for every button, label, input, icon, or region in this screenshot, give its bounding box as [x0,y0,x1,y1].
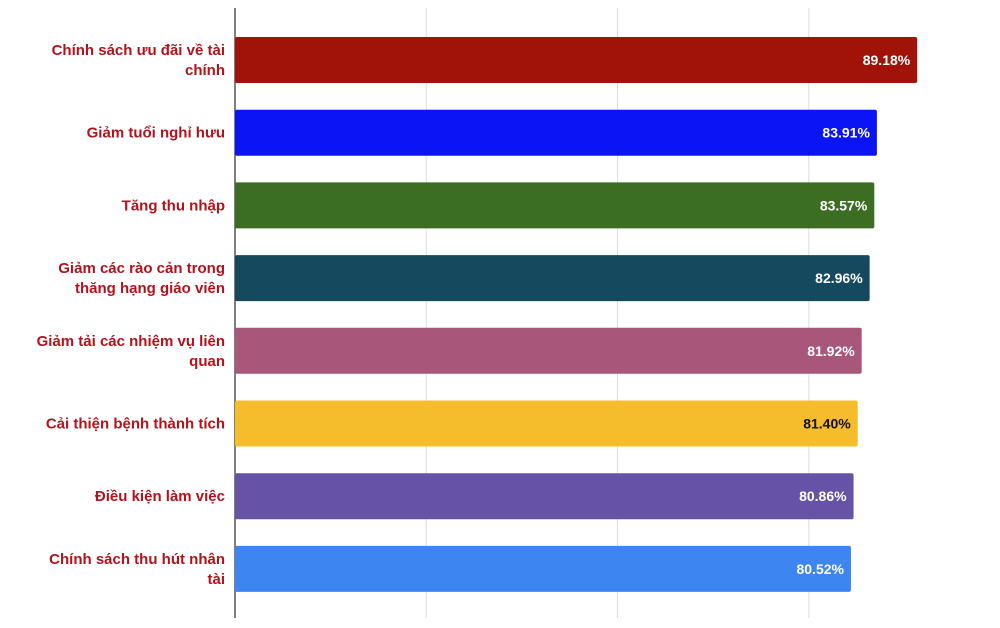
category-label: Giảm tuổi nghỉ hưu [87,125,225,142]
bar [235,255,870,302]
bar-value-label: 82.96% [815,270,863,286]
bar [235,327,862,374]
category-label: Điều kiện làm việc [95,488,225,505]
bars [235,37,918,592]
category-label: Cải thiện bệnh thành tích [46,416,225,433]
bar [235,182,875,229]
value-labels: 89.18% 83.91% 83.57% 82.96% 81.92% 81.40% 80.8… [796,52,910,577]
bar-value-label: 83.91% [822,125,870,141]
bar [235,473,854,520]
category-label: Giảm tải các nhiệm vụ liên quan [37,333,225,370]
category-label: Giảm các rào cản trong thăng hạng giáo vi… [58,260,225,297]
category-label: Tăng thu nhập [122,197,225,214]
bar [235,109,877,156]
bar [235,545,851,592]
bar-value-label: 83.57% [820,197,868,213]
category-label: Chính sách thu hút nhân tài [49,551,225,588]
bar-value-label: 80.52% [796,561,844,577]
category-label: Chính sách ưu đãi về tài chính [52,42,225,79]
bar [235,37,918,83]
bar-value-label: 89.18% [863,52,911,68]
bar [235,400,858,447]
gridlines [234,8,810,618]
bar-value-label: 80.86% [799,488,847,504]
bar-value-label: 81.40% [803,416,851,432]
category-labels: Chính sách ưu đãi về tài chính Giảm tuổi n… [37,42,225,588]
bar-value-label: 81.92% [807,343,855,359]
